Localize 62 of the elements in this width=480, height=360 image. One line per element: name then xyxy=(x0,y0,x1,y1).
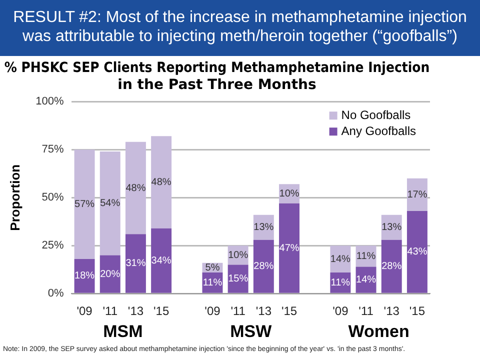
data-label: 13% xyxy=(254,222,274,234)
y-tick-label: 75% xyxy=(42,144,64,156)
data-label: 57% xyxy=(74,199,95,210)
data-label: 28% xyxy=(382,261,402,272)
bar xyxy=(125,142,146,234)
data-label: 20% xyxy=(100,268,120,280)
bar xyxy=(279,203,300,293)
bar xyxy=(74,259,95,293)
y-tick-label: 50% xyxy=(42,192,64,204)
chart-subtitle: % PHSKC SEP Clients Reporting Methamphetamine Injection in the Past Three Months xyxy=(4,60,430,93)
bar xyxy=(406,211,428,293)
data-label: 54% xyxy=(100,198,120,210)
bar xyxy=(406,178,428,212)
data-label: 18% xyxy=(74,270,95,282)
data-label: 43% xyxy=(407,246,428,258)
x-tick-label: '11 xyxy=(230,304,246,318)
x-tick-label: '09 xyxy=(204,304,221,318)
data-label: 11% xyxy=(330,277,350,288)
y-tick-label: 25% xyxy=(42,240,64,252)
x-tick-label: '13 xyxy=(384,304,400,318)
bar xyxy=(151,136,172,228)
data-label: 14% xyxy=(356,274,376,286)
bar xyxy=(151,228,172,293)
data-label: 15% xyxy=(228,274,248,285)
data-label: 17% xyxy=(407,189,428,200)
data-label: 10% xyxy=(228,250,248,261)
data-label: 11% xyxy=(356,250,376,262)
y-tick-label: 0% xyxy=(48,288,64,300)
y-tick-label: 100% xyxy=(36,96,64,108)
text: MSW xyxy=(230,322,273,342)
bar xyxy=(74,150,95,260)
x-tick-label: '15 xyxy=(281,304,298,318)
bar xyxy=(381,240,402,293)
text: MSM xyxy=(103,322,143,342)
data-label: 31% xyxy=(126,258,146,270)
data-label: 28% xyxy=(254,261,274,272)
x-tick-label: '11 xyxy=(358,304,374,318)
data-label: 14% xyxy=(330,254,351,265)
data-label: 47% xyxy=(279,242,300,254)
x-tick-label: '13 xyxy=(256,304,272,318)
data-label: 10% xyxy=(279,188,300,200)
legend-label: Any Goofballs xyxy=(341,124,416,138)
x-tick-label: '15 xyxy=(153,304,170,318)
y-axis-title: Proportion xyxy=(7,164,22,231)
legend-label: No Goofballs xyxy=(341,108,411,122)
x-tick-label: '09 xyxy=(332,304,349,318)
data-label: 5% xyxy=(205,262,220,274)
data-label: 11% xyxy=(202,277,222,288)
x-tick-label: '11 xyxy=(102,304,118,318)
x-tick-label: '15 xyxy=(409,304,426,318)
bar xyxy=(253,240,274,293)
x-tick-label: '09 xyxy=(76,304,93,318)
data-label: 13% xyxy=(382,222,402,234)
bar xyxy=(100,152,120,256)
x-tick-label: '13 xyxy=(128,304,144,318)
chart-title: RESULT #2: Most of the increase in methamphetamine injection was attributable to injecting meth/heroin together (“goofballs”) xyxy=(0,0,480,56)
bar xyxy=(100,255,120,293)
data-label: 34% xyxy=(151,255,172,266)
text: Women xyxy=(348,322,410,342)
bar xyxy=(125,234,146,293)
data-label: 48% xyxy=(151,176,172,188)
data-label: 48% xyxy=(126,182,146,194)
